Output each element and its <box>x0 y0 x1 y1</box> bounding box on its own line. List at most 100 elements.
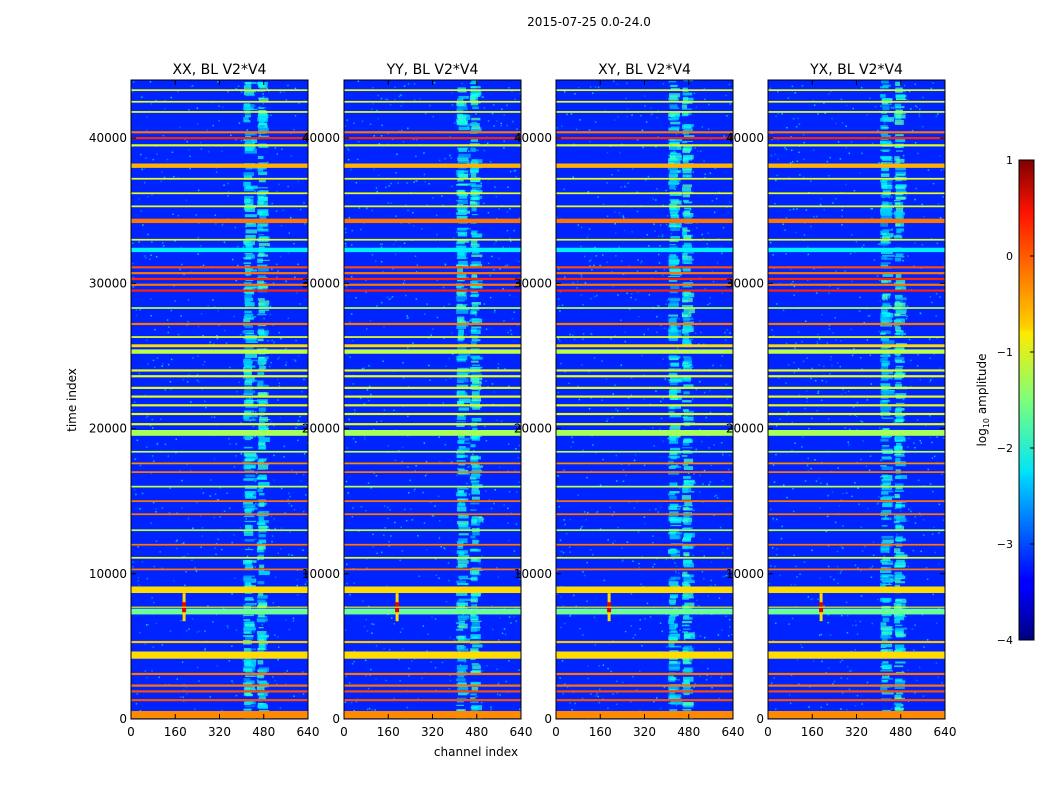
rfi-band-cell <box>472 251 480 254</box>
noise-speck <box>920 313 922 315</box>
noise-speck <box>878 496 880 498</box>
noise-speck <box>702 237 705 240</box>
noise-speck <box>660 506 662 508</box>
rfi-band-cell <box>882 667 890 670</box>
noise-speck <box>860 526 862 528</box>
noise-speck <box>451 332 453 334</box>
rfi-band-cell <box>470 377 480 382</box>
rfi-band-cell <box>456 678 466 682</box>
noise-speck <box>778 377 780 379</box>
rfi-band-cell <box>259 333 269 337</box>
noise-speck <box>184 584 186 586</box>
noise-speck <box>806 464 809 467</box>
noise-speck <box>727 635 730 637</box>
noise-speck <box>799 174 801 176</box>
rfi-band-cell <box>682 142 688 144</box>
noise-speck <box>841 215 843 217</box>
noise-speck <box>487 262 490 265</box>
noise-speck <box>385 679 387 682</box>
noise-speck <box>155 511 157 513</box>
noise-speck <box>639 670 641 672</box>
noise-speck <box>292 617 295 620</box>
noise-speck <box>163 176 166 179</box>
noise-speck <box>847 390 850 393</box>
time-rfi-line <box>344 277 521 281</box>
noise-speck <box>645 121 648 123</box>
noise-speck <box>861 368 863 370</box>
rfi-band-cell <box>880 634 891 639</box>
rfi-band-cell <box>244 252 253 255</box>
noise-speck <box>135 314 138 317</box>
noise-speck <box>177 176 180 179</box>
noise-speck <box>280 487 283 490</box>
noise-speck <box>358 207 361 209</box>
noise-speck <box>409 508 412 510</box>
noise-speck <box>449 377 452 379</box>
noise-speck <box>345 285 348 288</box>
noise-speck <box>297 419 300 422</box>
noise-speck <box>223 510 226 512</box>
noise-speck <box>214 214 217 216</box>
noise-speck <box>472 501 475 503</box>
noise-speck <box>421 677 423 679</box>
noise-speck <box>483 149 486 152</box>
noise-speck <box>801 341 803 343</box>
noise-speck <box>402 282 405 284</box>
noise-speck <box>388 649 391 651</box>
noise-speck <box>812 149 815 151</box>
noise-speck <box>675 565 678 567</box>
noise-speck <box>235 138 237 141</box>
rfi-band-cell <box>668 255 679 261</box>
noise-speck <box>858 310 860 312</box>
noise-speck <box>859 296 861 299</box>
rfi-band-cell <box>243 668 253 672</box>
noise-speck <box>594 246 596 249</box>
noise-speck <box>651 277 654 279</box>
rfi-band-cell <box>895 81 901 86</box>
rfi-band-cell <box>258 442 266 445</box>
rfi-band-cell <box>682 364 693 366</box>
rfi-band-cell <box>245 675 258 677</box>
rfi-band-cell <box>243 692 251 695</box>
noise-speck <box>233 315 235 318</box>
rfi-band-cell <box>256 686 265 691</box>
rfi-band-cell <box>683 628 691 630</box>
noise-speck <box>441 661 444 664</box>
noise-speck <box>202 492 205 494</box>
noise-speck <box>610 670 612 673</box>
noise-speck <box>624 340 626 343</box>
noise-speck <box>799 573 801 575</box>
noise-speck <box>218 105 220 107</box>
noise-speck <box>213 306 216 308</box>
noise-speck <box>222 607 225 610</box>
rfi-band-cell <box>257 198 267 202</box>
rfi-band-cell <box>456 108 464 113</box>
noise-speck <box>881 663 883 665</box>
heatmap-background <box>768 80 945 719</box>
noise-speck <box>858 503 860 506</box>
noise-speck <box>918 113 921 115</box>
noise-speck <box>301 391 303 393</box>
noise-speck <box>798 151 800 154</box>
noise-speck <box>132 242 134 244</box>
noise-speck <box>432 328 434 330</box>
rfi-band-cell <box>669 532 676 534</box>
noise-speck <box>233 466 236 468</box>
noise-speck <box>885 516 887 518</box>
noise-speck <box>468 493 471 496</box>
noise-speck <box>914 516 917 518</box>
noise-speck <box>803 158 805 161</box>
noise-speck <box>820 706 822 709</box>
time-rfi-line <box>344 344 521 348</box>
noise-speck <box>288 502 290 505</box>
noise-speck <box>880 105 882 107</box>
noise-speck <box>659 622 662 624</box>
rfi-band-cell <box>258 252 264 257</box>
noise-speck <box>426 303 428 305</box>
rfi-band-cell <box>880 149 891 152</box>
noise-speck <box>516 491 518 493</box>
rfi-band-cell <box>881 256 888 259</box>
x-tick-label: 320 <box>208 725 231 739</box>
noise-speck <box>406 315 408 317</box>
noise-speck <box>262 96 265 98</box>
